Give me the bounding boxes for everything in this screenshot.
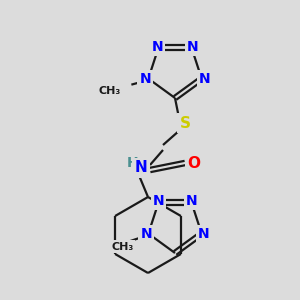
Text: N: N bbox=[135, 160, 147, 175]
Text: N: N bbox=[152, 40, 164, 54]
Text: N: N bbox=[140, 72, 151, 86]
Text: CH₃: CH₃ bbox=[98, 86, 120, 96]
Text: N: N bbox=[187, 40, 198, 54]
Text: N: N bbox=[186, 194, 197, 208]
Text: O: O bbox=[188, 155, 200, 170]
Text: N: N bbox=[198, 227, 209, 241]
Text: H: H bbox=[127, 156, 139, 170]
Text: S: S bbox=[179, 116, 191, 130]
Text: CH₃: CH₃ bbox=[111, 242, 134, 252]
Text: N: N bbox=[153, 194, 164, 208]
Text: N: N bbox=[141, 227, 152, 241]
Text: N: N bbox=[199, 72, 210, 86]
